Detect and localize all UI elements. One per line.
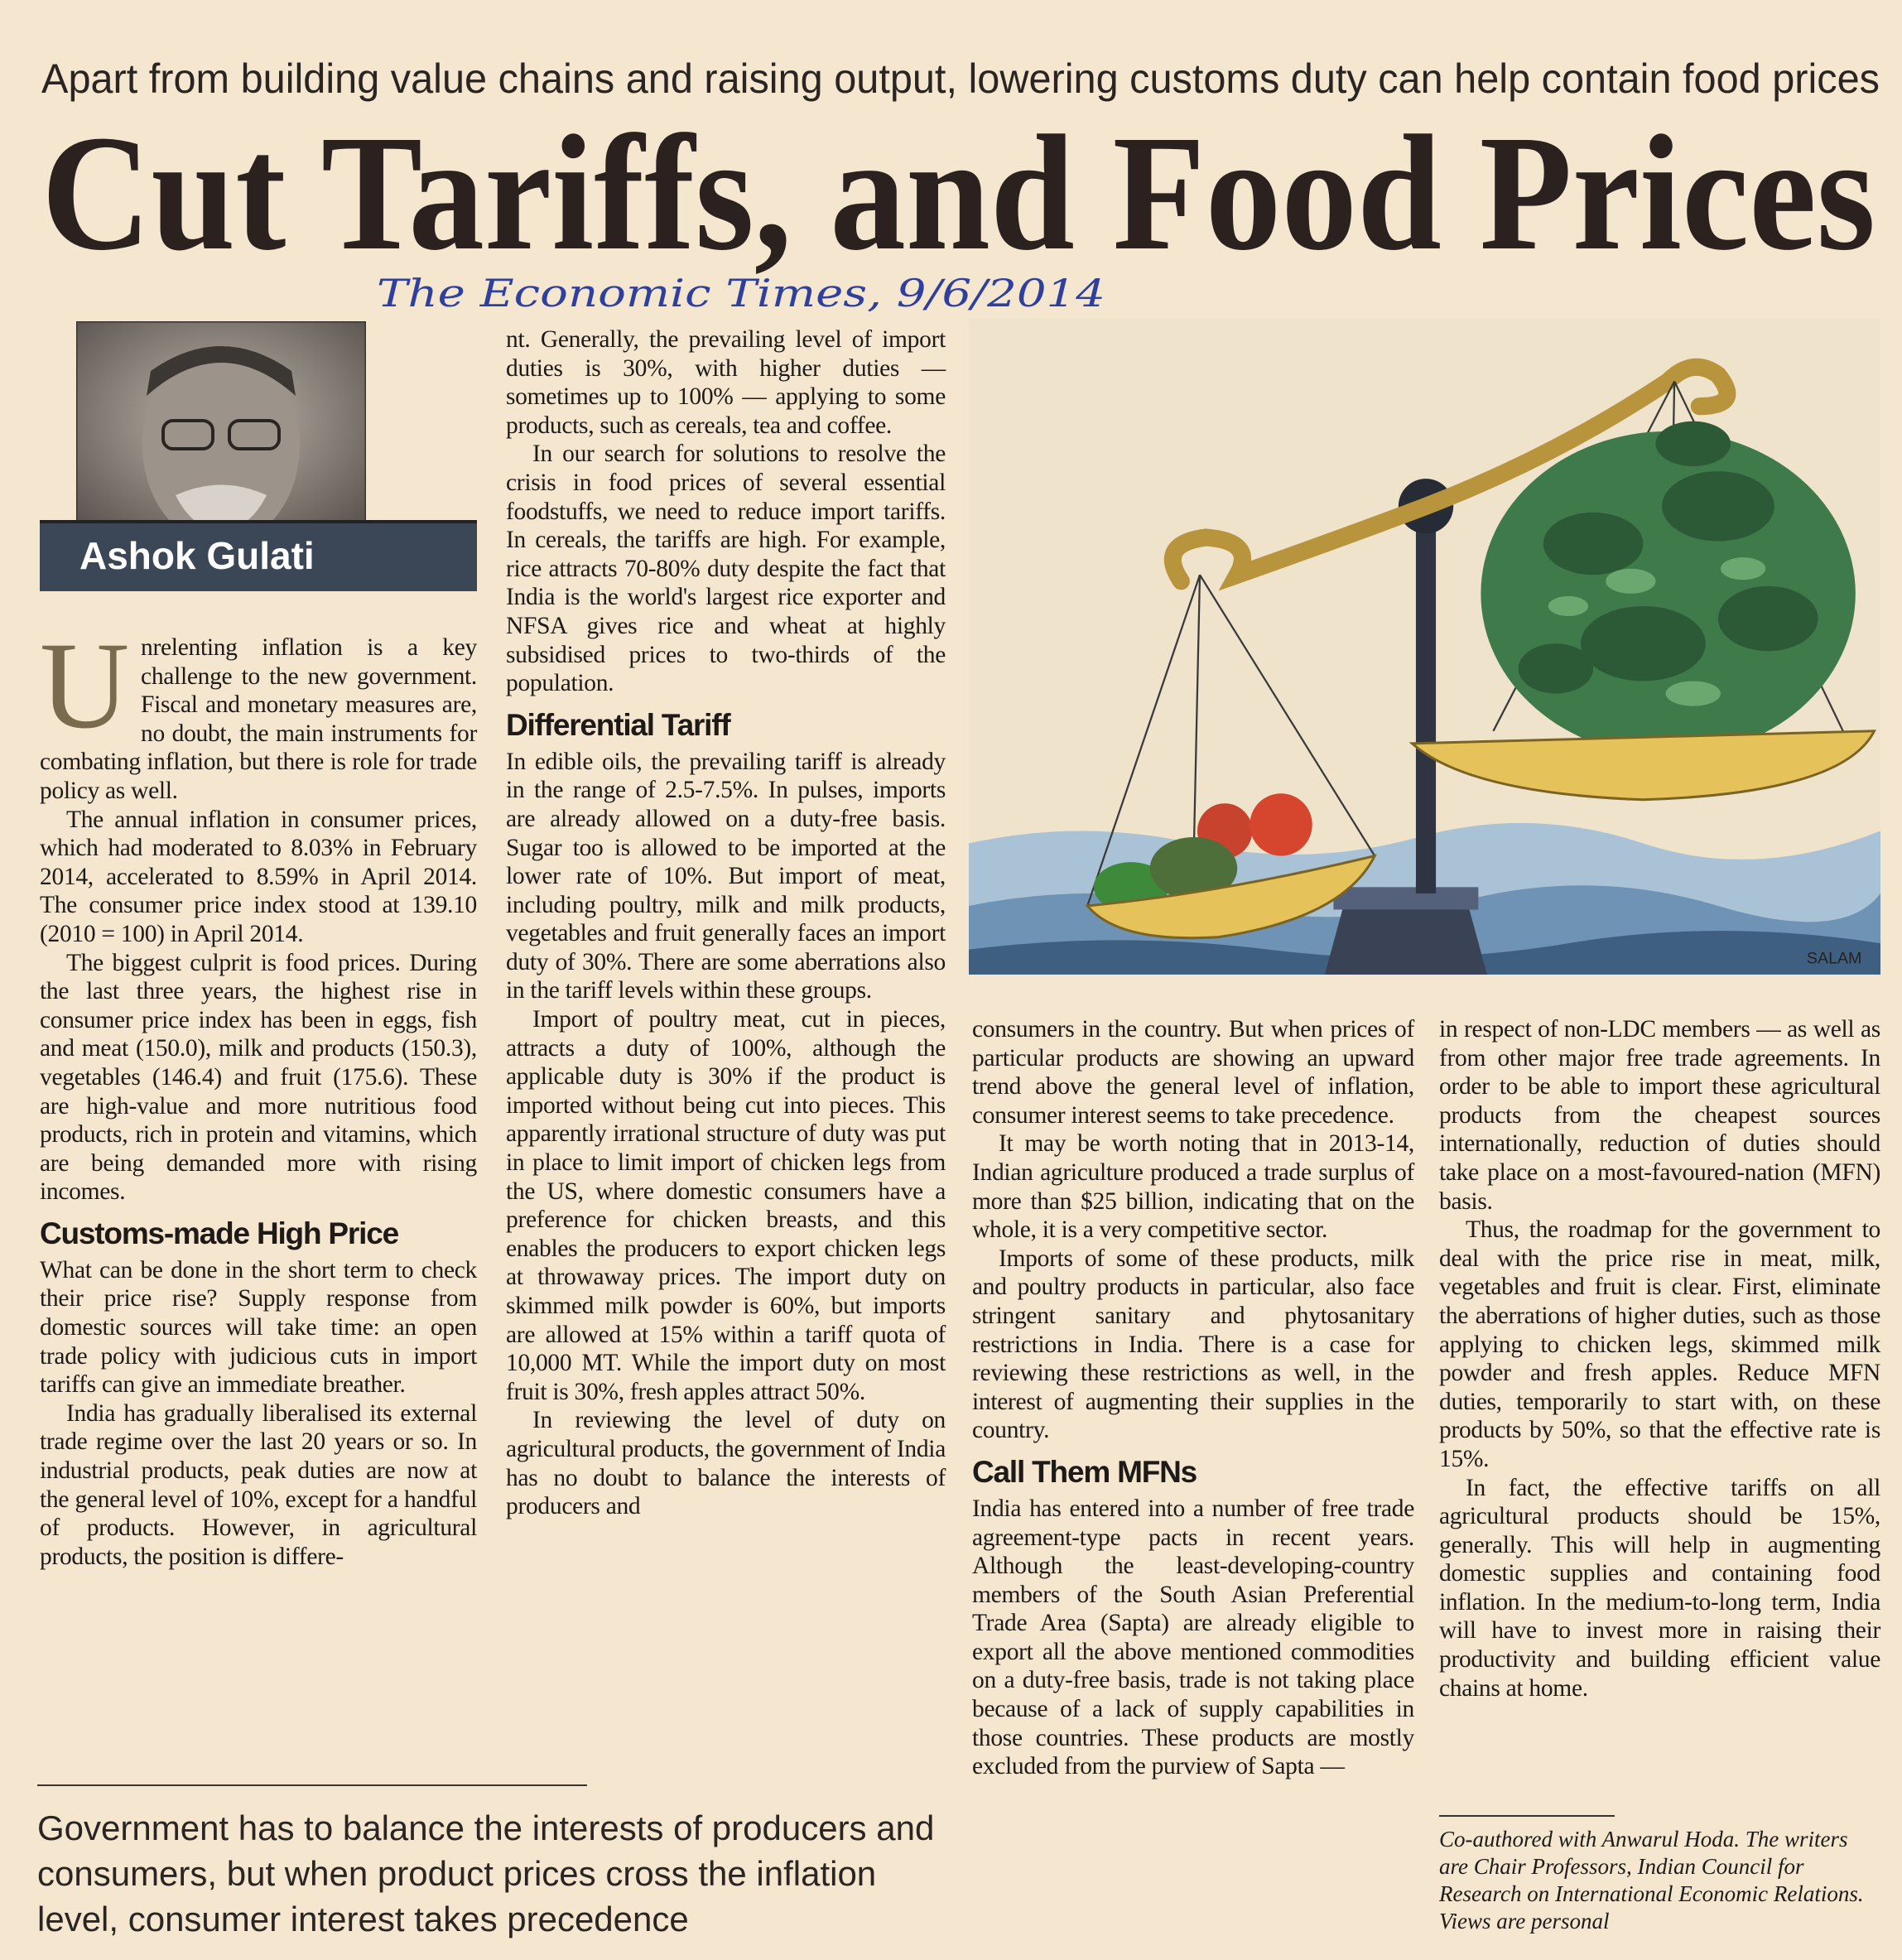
header: Apart from building value chains and rai… bbox=[41, 55, 1880, 315]
illustration-credit: SALAM bbox=[1807, 949, 1861, 967]
paragraph: The biggest culprit is food prices. Duri… bbox=[40, 949, 477, 1206]
paragraph: In fact, the effective tariffs on all ag… bbox=[1439, 1474, 1880, 1702]
paragraph: in respect of non-LDC members — as well … bbox=[1439, 1016, 1880, 1215]
subhead: Differential Tariff bbox=[506, 707, 731, 742]
column-3: consumers in the country. But when price… bbox=[972, 1015, 1414, 1781]
paragraph: Thus, the roadmap for the government to … bbox=[1439, 1216, 1880, 1472]
paragraph: India has gradually liberalised its exte… bbox=[40, 1399, 477, 1570]
column-4: in respect of non-LDC members — as well … bbox=[1439, 1015, 1880, 1702]
author-photo bbox=[76, 321, 366, 537]
footnote: Co-authored with Anwarul Hoda. The write… bbox=[1439, 1827, 1864, 1934]
paragraph: Import of poultry meat, cut in pieces, a… bbox=[506, 1006, 946, 1405]
kicker: Apart from building value chains and rai… bbox=[41, 55, 1880, 102]
pull-quote: Government has to balance the interests … bbox=[37, 1808, 935, 1938]
column-2: nt. Generally, the prevailing level of i… bbox=[506, 325, 946, 1521]
subhead: Customs-made High Price bbox=[40, 1216, 399, 1250]
paragraph: India has entered into a number of free … bbox=[972, 1495, 1414, 1780]
headline: Cut Tariffs, and Food Prices bbox=[41, 102, 1876, 285]
author-bar: Ashok Gulati bbox=[40, 520, 477, 591]
pull-quote-rule bbox=[37, 1784, 587, 1786]
illustration: SALAM bbox=[969, 319, 1880, 975]
handwritten-note: The Economic Times, 9/6/2014 bbox=[377, 271, 1105, 315]
paragraph: nt. Generally, the prevailing level of i… bbox=[506, 326, 946, 439]
paragraph: It may be worth noting that in 2013-14, … bbox=[972, 1130, 1414, 1244]
paragraph-text: nrelenting inflation is a key challenge … bbox=[40, 634, 477, 804]
footnote-rule bbox=[1439, 1815, 1615, 1817]
paragraph: consumers in the country. But when price… bbox=[972, 1016, 1414, 1129]
paragraph: In edible oils, the prevailing tariff is… bbox=[506, 748, 946, 1004]
paragraph: In reviewing the level of duty on agricu… bbox=[506, 1407, 946, 1520]
subhead: Call Them MFNs bbox=[972, 1454, 1197, 1489]
author-name: Ashok Gulati bbox=[79, 534, 315, 577]
paragraph: Imports of some of these products, milk … bbox=[972, 1245, 1414, 1444]
drop-cap: U bbox=[40, 617, 130, 754]
paragraph: The annual inflation in consumer prices,… bbox=[40, 806, 477, 947]
paragraph: What can be done in the short term to ch… bbox=[40, 1256, 477, 1399]
paragraph: In our search for solutions to resolve t… bbox=[506, 441, 946, 697]
